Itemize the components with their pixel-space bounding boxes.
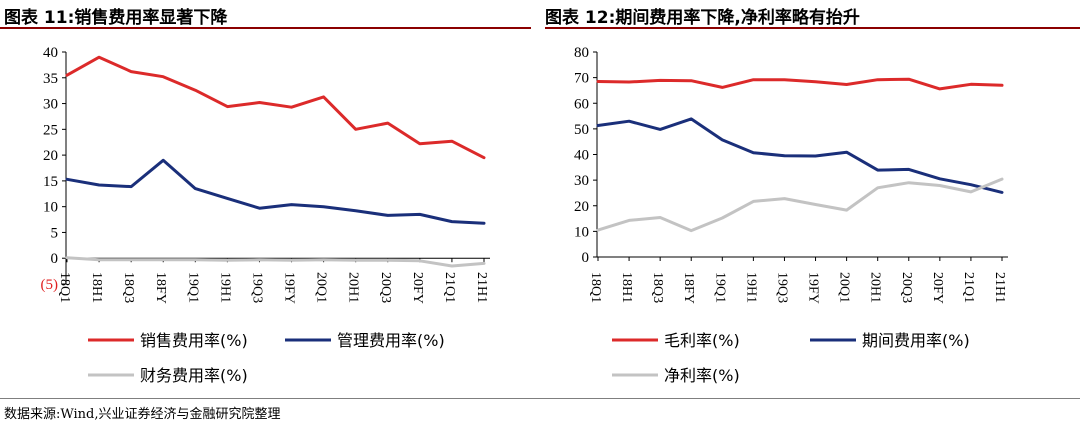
left-y-tick-label: 15 [43, 174, 58, 190]
left-legend-label: 销售费用率(%) [140, 331, 248, 350]
left-y-tick-label: 10 [43, 200, 58, 216]
right-x-tick-label: 19Q1 [712, 272, 727, 303]
right-x-tick-label: 21Q1 [961, 272, 976, 303]
right-y-tick-label: 40 [574, 148, 589, 164]
left-x-tick-label: 18FY [153, 272, 168, 304]
right-x-tick-label: 18Q1 [588, 272, 603, 303]
right-y-tick-label: 80 [574, 45, 589, 61]
left-x-tick-label: 21Q1 [442, 272, 457, 303]
left-x-tick-label: 19H1 [217, 272, 232, 303]
left-x-tick-label: 21H1 [474, 272, 489, 303]
left-legend-label: 财务费用率(%) [140, 366, 248, 385]
left-x-tick-label: 19Q1 [185, 272, 200, 303]
left-x-tick-label: 18Q1 [57, 272, 72, 303]
right-line-chart: 0 10 20 30 40 50 60 70 80 18Q1 18H1 18Q3 18FY 19Q1 19H… [574, 45, 1008, 385]
right-x-tick-label: 18Q3 [650, 272, 665, 303]
left-y-tick-label: (5) [41, 277, 59, 293]
right-series-line-1 [596, 77, 1004, 91]
left-line-chart: (5) 0 5 10 15 20 25 30 35 40 18Q1 18H1 18Q3 18FY 19Q1 1… [41, 45, 490, 385]
right-x-tick-label: 19FY [806, 272, 821, 304]
right-x-tick-label: 21H1 [992, 272, 1007, 303]
left-series-line-2 [65, 158, 486, 225]
right-x-tick-label: 20Q1 [837, 272, 852, 303]
left-x-tick-label: 19Q3 [249, 272, 264, 303]
right-y-tick-label: 20 [574, 199, 589, 215]
left-x-tick-label: 20Q1 [314, 272, 329, 303]
right-x-tick-label: 19H1 [743, 272, 758, 303]
right-y-tick-label: 50 [574, 122, 589, 138]
right-y-tick-label: 60 [574, 96, 589, 112]
right-x-tick-label: 19Q3 [774, 272, 789, 303]
left-y-tick-label: 25 [43, 122, 58, 138]
right-y-tick-label: 10 [574, 224, 589, 240]
left-y-tick-label: 0 [51, 251, 59, 267]
left-x-tick-label: 20FY [410, 272, 425, 304]
right-y-tick-label: 70 [574, 71, 589, 87]
left-y-tick-label: 5 [51, 225, 59, 241]
left-x-tick-label: 18Q3 [121, 272, 136, 303]
left-legend-label: 管理费用率(%) [337, 331, 445, 350]
right-legend-label: 净利率(%) [664, 366, 740, 385]
footer-rule [0, 398, 1080, 399]
left-chart-title: 图表 11:销售费用率显著下降 [4, 8, 228, 28]
right-x-tick-label: 18FY [681, 272, 696, 304]
right-x-tick-label: 18H1 [619, 272, 634, 303]
right-x-tick-label: 20FY [930, 272, 945, 304]
right-legend-label: 毛利率(%) [664, 331, 740, 350]
left-title-rule [0, 27, 531, 29]
left-y-tick-label: 30 [43, 97, 58, 113]
source-note: 数据来源:Wind,兴业证券经济与金融研究院整理 [4, 407, 281, 422]
right-y-tick-label: 30 [574, 173, 589, 189]
left-x-tick-label: 19FY [282, 272, 297, 304]
left-x-tick-label: 18H1 [89, 272, 104, 303]
left-x-tick-label: 20Q3 [378, 272, 393, 303]
right-legend-label: 期间费用率(%) [862, 331, 970, 350]
left-series-line-3 [65, 256, 486, 268]
right-series-line-3 [596, 177, 1004, 233]
right-x-tick-label: 20H1 [868, 272, 883, 303]
left-y-tick-label: 40 [43, 45, 58, 61]
right-chart-title: 图表 12:期间费用率下降,净利率略有抬升 [545, 8, 860, 28]
left-x-tick-label: 20H1 [346, 272, 361, 303]
right-x-tick-label: 20Q3 [899, 272, 914, 303]
right-series-line-2 [596, 117, 1004, 194]
right-title-rule [545, 27, 1080, 29]
left-y-tick-label: 35 [43, 71, 58, 87]
left-series-line-1 [65, 55, 486, 160]
left-y-tick-label: 20 [43, 148, 58, 164]
right-y-tick-label: 0 [582, 250, 590, 266]
